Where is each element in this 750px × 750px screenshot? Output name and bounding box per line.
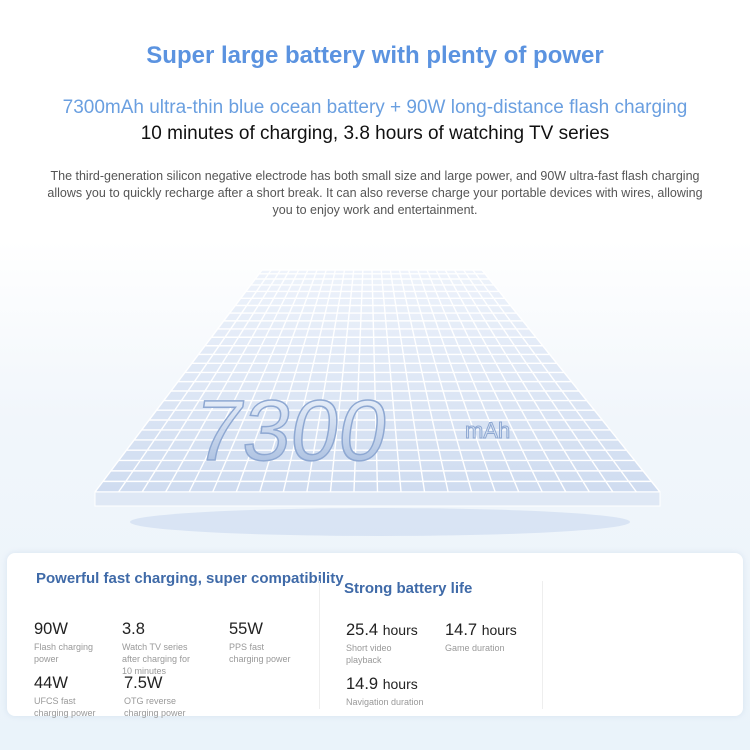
stat-label: Game duration (445, 643, 505, 653)
stat-label: Watch TV series after charging for 10 mi… (122, 642, 191, 676)
stat-3-8: 3.8 Watch TV series after charging for 10… (122, 619, 197, 677)
battery-cell-grid-graphic: 7300 mAh (94, 269, 661, 536)
stat-label: UFCS fast charging power (34, 696, 96, 718)
subtitle-blue: 7300mAh ultra-thin blue ocean battery + … (62, 97, 688, 118)
stat-7-5w: 7.5W OTG reverse charging power (124, 673, 199, 719)
stat-55w: 55W PPS fast charging power (229, 619, 304, 665)
stat-value: 14.9 (346, 675, 379, 693)
subtitle-black: 10 minutes of charging, 3.8 hours of wat… (140, 123, 610, 144)
stat-unit: hours (481, 622, 517, 638)
divider (319, 581, 320, 709)
stat-value: 25.4 (346, 621, 379, 639)
charging-heading: Powerful fast charging, super compatibil… (36, 570, 344, 587)
stat-value: 44W (34, 674, 68, 692)
stat-value: 55W (229, 620, 263, 638)
stat-label: Short video playback (346, 643, 392, 665)
stat-game: 14.7 hours Game duration (445, 620, 540, 654)
capacity-unit: mAh (465, 418, 510, 443)
stat-video: 25.4 hours Short video playback (346, 620, 441, 666)
description: The third-generation silicon negative el… (47, 169, 703, 217)
stat-value: 90W (34, 620, 68, 638)
stat-unit: hours (382, 676, 418, 692)
stat-unit: hours (382, 622, 418, 638)
stat-value: 14.7 (445, 621, 478, 639)
stat-44w: 44W UFCS fast charging power (34, 673, 114, 719)
stat-90w: 90W Flash charging power (34, 619, 114, 665)
stat-label: Navigation duration (346, 697, 424, 707)
stat-navigation: 14.9 hours Navigation duration (346, 674, 456, 708)
stat-label: OTG reverse charging power (124, 696, 186, 718)
divider (542, 581, 543, 709)
stat-label: PPS fast charging power (229, 642, 291, 664)
specs-card: Powerful fast charging, super compatibil… (7, 553, 743, 719)
stat-value: 7.5W (124, 674, 163, 692)
stat-label: Flash charging power (34, 642, 94, 664)
page-title: Super large battery with plenty of power (146, 42, 604, 69)
battery-life-heading: Strong battery life (344, 580, 473, 597)
capacity-text: 7300 (189, 383, 394, 479)
stat-value: 3.8 (122, 620, 145, 638)
